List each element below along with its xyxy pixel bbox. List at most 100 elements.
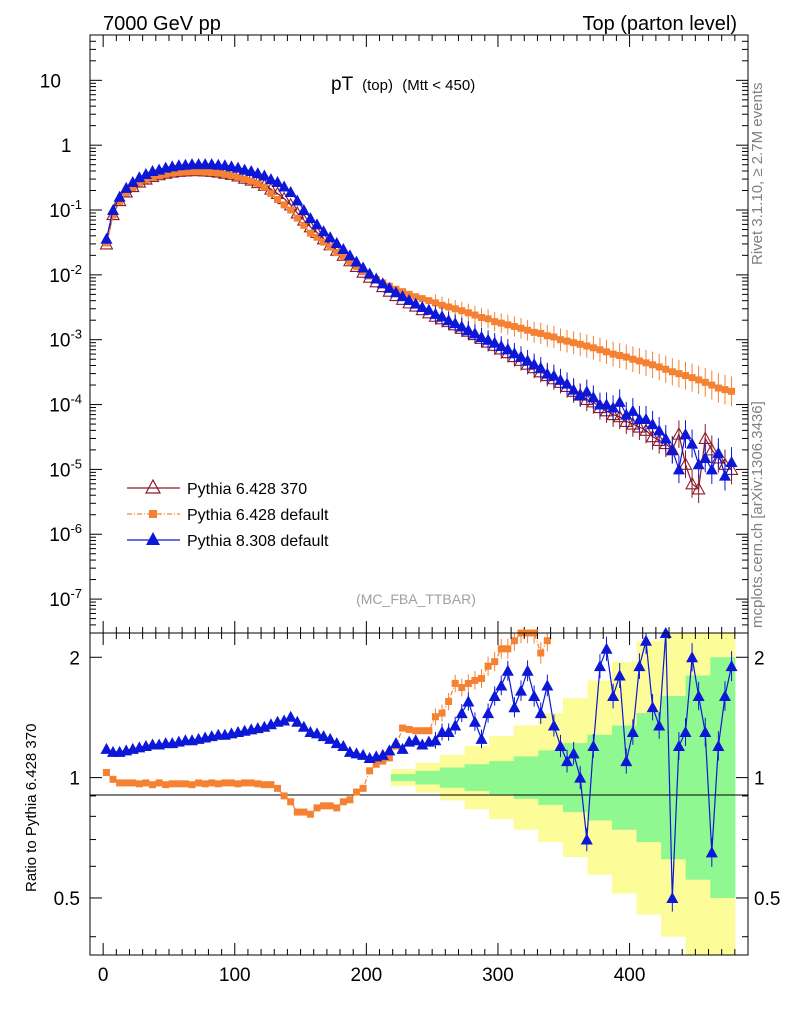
data-point [666,891,679,903]
data-point [721,386,729,394]
data-point [705,846,718,858]
data-point [471,311,479,319]
data-point [254,180,262,188]
data-point [120,181,133,193]
data-point [188,168,196,176]
y-tick-label: 10-5 [49,456,82,481]
series-p6_370 [99,163,739,504]
data-point [517,324,525,332]
data-point [293,214,301,222]
rivet-label: Rivet 3.1.10, ≥ 2.7M events [749,83,766,266]
data-point [109,775,117,783]
data-point [438,709,446,717]
data-point [416,738,429,750]
mcplots-label: mcplots.cern.ch [arXiv:1306.3436] [749,401,766,628]
data-point [718,690,731,702]
data-point [445,698,453,706]
data-point [678,457,693,470]
data-point [306,810,314,818]
data-point [478,314,486,322]
data-point [175,780,183,788]
data-point [679,428,692,440]
data-point [462,695,475,707]
series-p6_def [102,629,551,818]
data-point [221,779,229,787]
data-point [162,781,170,789]
data-point [455,320,468,332]
data-point [113,190,126,202]
data-point [541,367,554,379]
data-point [537,329,545,337]
data-point [241,175,249,183]
data-point [431,713,439,721]
data-point [313,233,321,241]
data-point [291,715,304,727]
data-point [547,369,560,381]
data-point [521,664,534,676]
series-p8_def [100,627,738,912]
data-point [478,674,486,682]
data-point [149,781,157,789]
data-point [100,232,113,244]
data-point [662,365,670,373]
y-tick-label: 10-4 [49,392,82,417]
data-point [267,189,275,197]
data-point [708,381,716,389]
ratio-y-tick-label-right: 1 [754,769,765,790]
data-point [620,755,633,767]
band-segment [513,756,539,799]
data-point [491,318,499,326]
ratio-y-tick-label: 0.5 [54,889,80,910]
data-point [102,768,110,776]
data-point [389,286,402,298]
data-point [149,173,157,181]
band-segment [390,774,416,782]
data-point [659,432,672,444]
data-point [462,324,475,336]
data-point [431,299,439,307]
y-tick-label: 10-7 [49,586,82,611]
data-point [712,446,725,458]
data-point [258,169,271,181]
data-point [504,321,512,329]
data-point [451,305,459,313]
data-point [530,328,538,336]
data-point [593,660,606,672]
series-p6_def [102,168,736,407]
data-point [639,423,653,436]
data-point [640,634,653,646]
data-point [416,300,429,312]
data-point [429,734,442,746]
data-point [451,679,459,687]
data-point [271,176,284,188]
data-point [686,437,699,449]
data-point [514,684,527,696]
data-point [537,649,545,657]
data-point [232,161,245,173]
data-point [135,179,143,187]
data-point [534,707,547,719]
data-point [491,658,499,666]
data-point [438,301,446,309]
data-point [589,344,597,352]
data-point [372,760,380,768]
data-point [514,350,527,362]
data-point [346,258,354,266]
data-point [633,660,646,672]
data-point [326,243,334,251]
legend-label-p8-default: Pythia 8.308 default [187,533,329,550]
data-point [363,267,376,279]
data-point [175,168,183,176]
data-point [317,225,330,237]
header-right: Top (parton level) [582,13,737,35]
main-x-ticks [102,35,736,633]
data-point [464,309,472,317]
data-point [280,792,288,800]
data-point [543,637,551,645]
data-point [698,431,713,445]
data-point [188,781,196,789]
data-point [278,180,291,192]
data-point [488,336,501,348]
data-point [646,701,659,713]
